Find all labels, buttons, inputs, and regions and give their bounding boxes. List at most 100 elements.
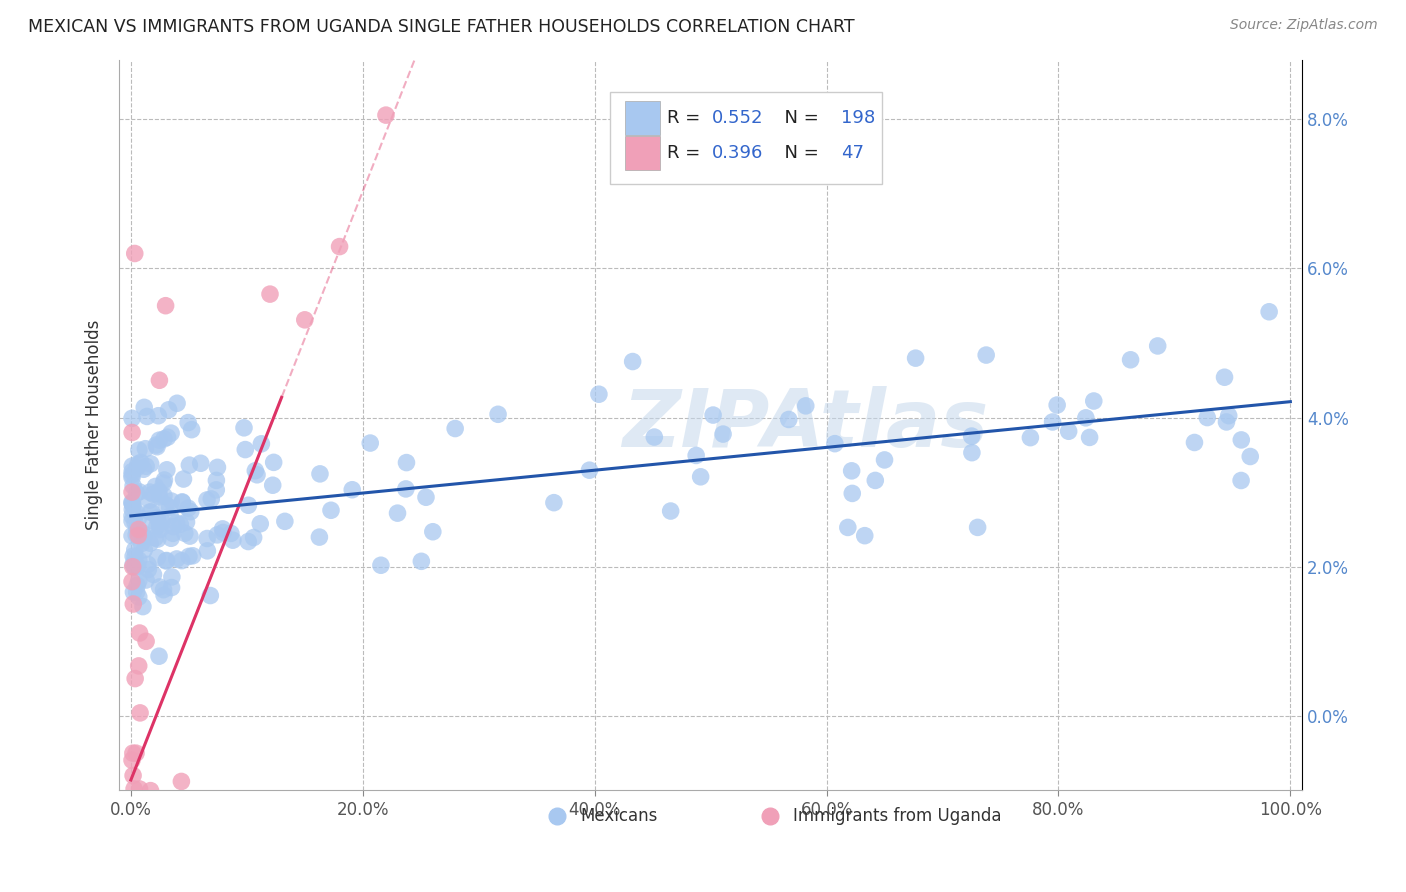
Text: ZIPAtlas: ZIPAtlas bbox=[621, 386, 988, 464]
Point bbox=[778, 412, 800, 426]
Point bbox=[395, 482, 418, 496]
Point bbox=[1184, 435, 1206, 450]
Point bbox=[160, 494, 183, 508]
Point bbox=[873, 453, 896, 467]
Point bbox=[960, 429, 983, 443]
Point bbox=[124, 516, 146, 530]
Point bbox=[966, 520, 988, 534]
Point bbox=[135, 573, 157, 587]
Point bbox=[139, 783, 162, 797]
Point bbox=[853, 529, 876, 543]
Point bbox=[370, 558, 392, 573]
Point bbox=[153, 489, 176, 503]
Point bbox=[444, 12, 467, 27]
Point bbox=[132, 599, 155, 614]
Point bbox=[195, 532, 218, 546]
Point bbox=[121, 529, 143, 543]
Point bbox=[578, 463, 600, 477]
Point bbox=[250, 437, 273, 451]
Point bbox=[125, 506, 148, 520]
Point bbox=[395, 456, 418, 470]
Point bbox=[156, 463, 179, 477]
Point bbox=[308, 530, 330, 544]
Point bbox=[263, 455, 285, 469]
Point bbox=[422, 524, 444, 539]
Point bbox=[124, 542, 146, 557]
Point bbox=[233, 442, 256, 457]
Point bbox=[160, 426, 183, 441]
Point bbox=[121, 467, 143, 482]
Point bbox=[128, 510, 150, 524]
Point bbox=[659, 504, 682, 518]
Point bbox=[166, 552, 188, 566]
Point bbox=[179, 458, 201, 472]
Point bbox=[166, 516, 188, 530]
Point bbox=[207, 528, 229, 542]
Point bbox=[135, 634, 157, 648]
Point bbox=[121, 514, 143, 528]
Point bbox=[122, 746, 145, 760]
Point bbox=[207, 460, 229, 475]
Point bbox=[152, 476, 174, 491]
Point bbox=[122, 558, 145, 572]
Point bbox=[711, 427, 734, 442]
Point bbox=[121, 495, 143, 509]
Point bbox=[1078, 430, 1101, 444]
Point bbox=[319, 503, 342, 517]
Point bbox=[139, 485, 162, 500]
Point bbox=[309, 467, 332, 481]
Point bbox=[238, 498, 260, 512]
Text: 198: 198 bbox=[841, 109, 875, 127]
Point bbox=[211, 522, 233, 536]
Point bbox=[200, 491, 222, 506]
Point bbox=[148, 409, 170, 423]
Point bbox=[160, 581, 183, 595]
Point bbox=[1119, 352, 1142, 367]
Point bbox=[1019, 431, 1042, 445]
Point bbox=[136, 409, 159, 424]
Point bbox=[841, 486, 863, 500]
Text: N =: N = bbox=[773, 109, 825, 127]
Point bbox=[129, 706, 152, 720]
Point bbox=[238, 534, 260, 549]
Point bbox=[128, 782, 150, 797]
Point bbox=[415, 490, 437, 504]
Point bbox=[121, 753, 143, 767]
Point bbox=[162, 519, 184, 533]
Point bbox=[128, 484, 150, 499]
Point bbox=[138, 562, 160, 576]
Point bbox=[122, 549, 145, 563]
Point bbox=[156, 430, 179, 444]
Point bbox=[146, 858, 169, 872]
Point bbox=[689, 470, 711, 484]
Point bbox=[134, 542, 156, 557]
Point bbox=[246, 467, 269, 482]
Point bbox=[195, 492, 218, 507]
Point bbox=[146, 550, 169, 565]
Point bbox=[621, 354, 644, 368]
Point bbox=[128, 523, 150, 537]
Point bbox=[121, 465, 143, 479]
Point bbox=[173, 526, 195, 541]
Point bbox=[837, 520, 859, 534]
Point bbox=[125, 585, 148, 599]
Point bbox=[139, 536, 162, 550]
Point bbox=[127, 457, 149, 471]
Point bbox=[148, 433, 170, 447]
FancyBboxPatch shape bbox=[626, 136, 659, 170]
Point bbox=[121, 798, 143, 813]
Point bbox=[155, 498, 177, 512]
Point bbox=[128, 443, 150, 458]
Point bbox=[195, 544, 218, 558]
Point bbox=[212, 525, 235, 540]
Point bbox=[685, 449, 707, 463]
Point bbox=[342, 483, 364, 497]
Point bbox=[1258, 305, 1281, 319]
Point bbox=[180, 505, 202, 519]
Point bbox=[125, 803, 148, 817]
Point bbox=[179, 529, 201, 543]
Point bbox=[124, 560, 146, 574]
Text: 0.552: 0.552 bbox=[711, 109, 763, 127]
FancyBboxPatch shape bbox=[626, 102, 659, 135]
Point bbox=[127, 578, 149, 592]
